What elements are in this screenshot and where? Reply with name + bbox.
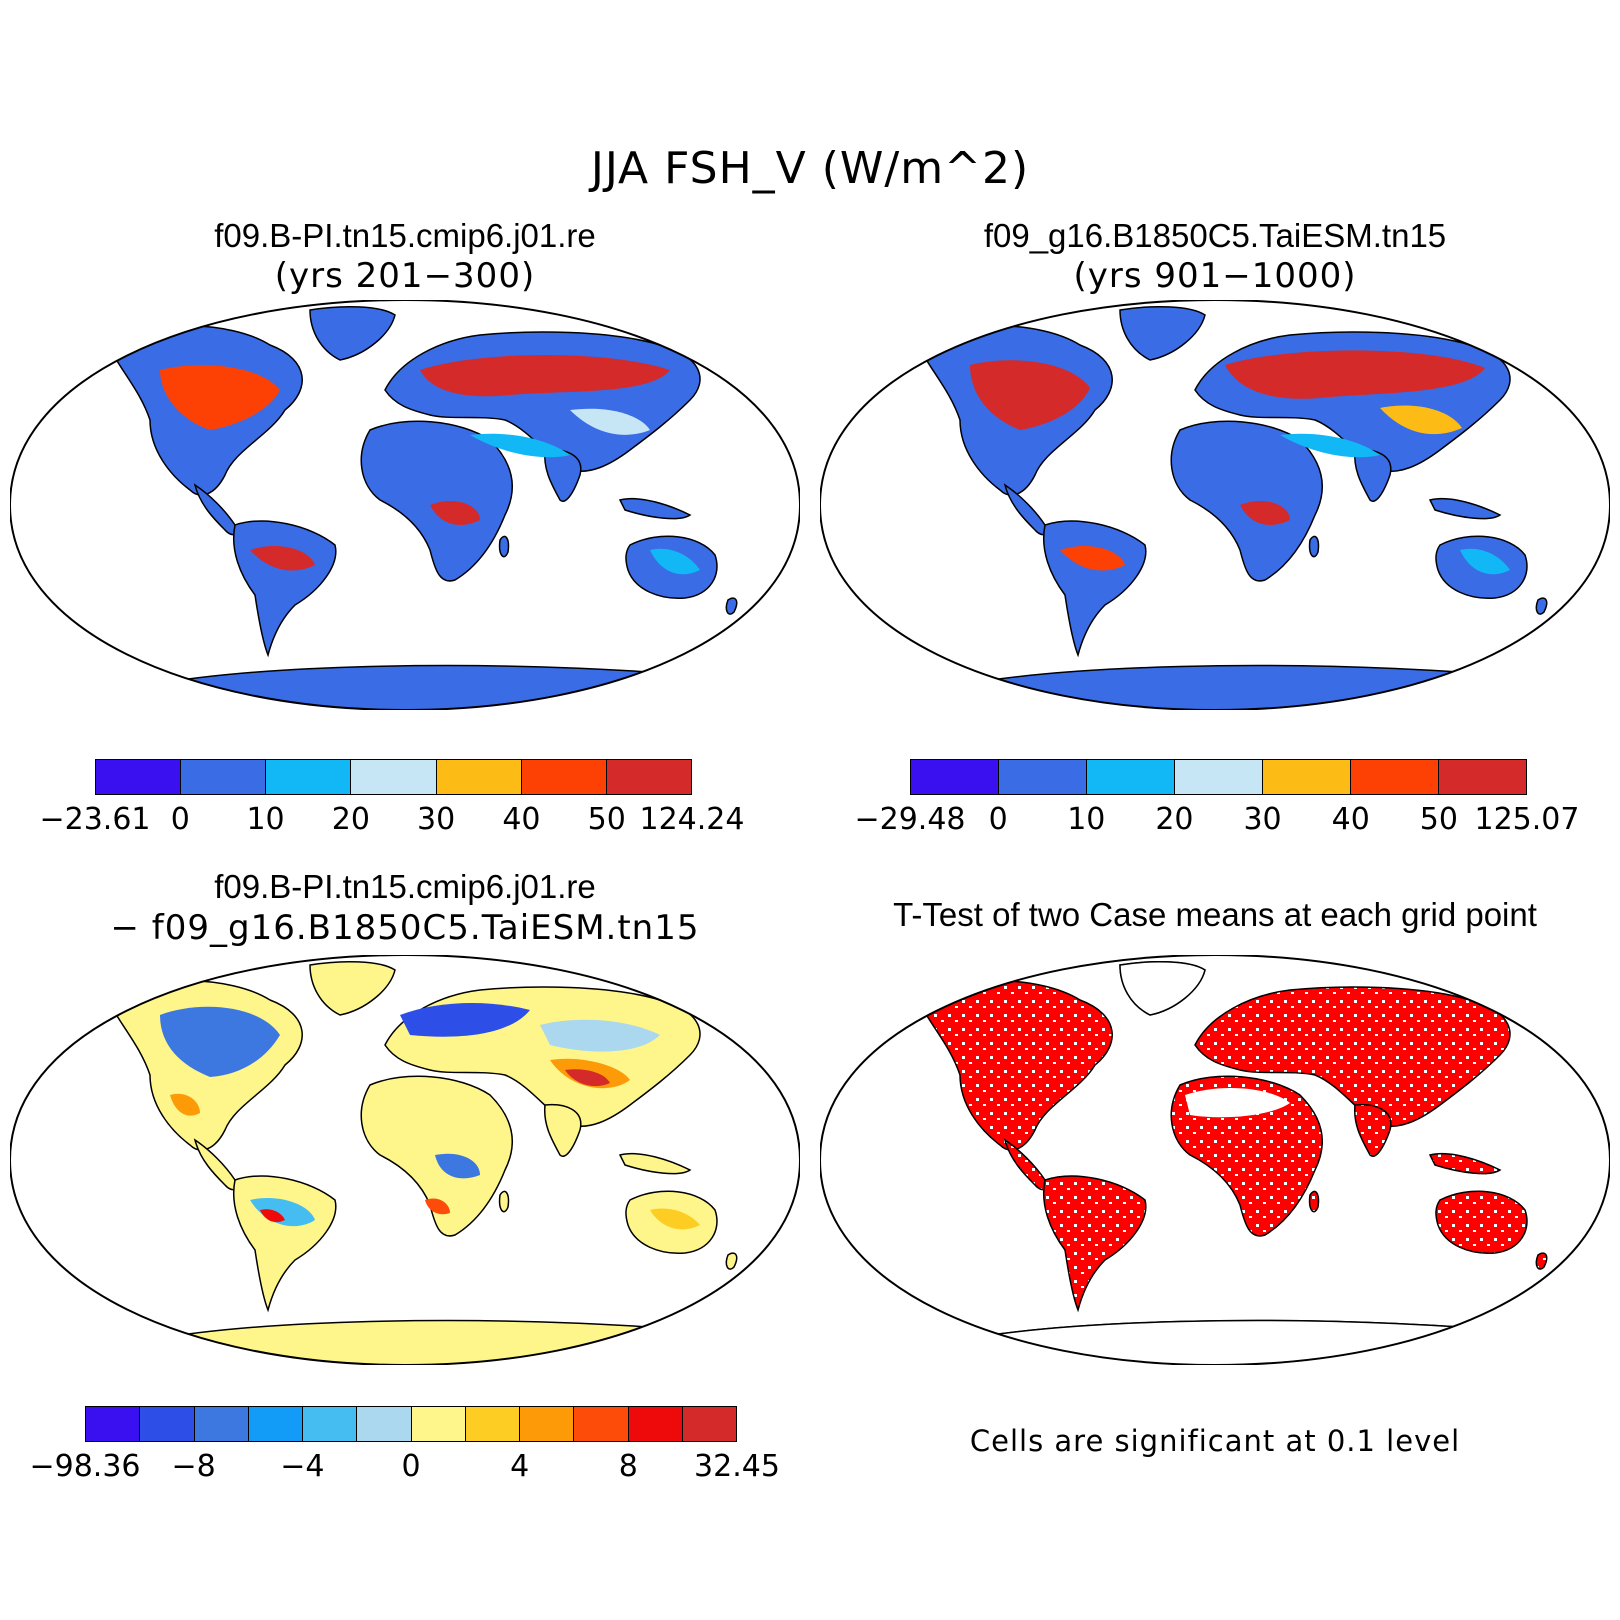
colorbar-cell (357, 1407, 412, 1441)
colorbar-cell (606, 760, 691, 794)
colorbar-labels-panel-3: −98.36 −8 −4 0 4 8 32.45 (29, 1449, 779, 1485)
colorbar-tick-label: 10 (246, 802, 285, 837)
panel3-subtitle: − f09_g16.B1850C5.TaiESM.tn15 (110, 908, 700, 948)
colorbar-cell (1263, 760, 1351, 794)
colorbar-labels-panel-1: −23.61 0 10 20 30 40 50 124.24 (39, 802, 744, 838)
colorbar-labels-panel-2: −29.48 0 10 20 30 40 50 125.07 (854, 802, 1579, 838)
colorbar-tick-label: 40 (1331, 802, 1370, 837)
colorbar-cell (411, 1407, 466, 1441)
colorbar-tick-label: −8 (171, 1449, 216, 1484)
colorbar-cell (1351, 760, 1439, 794)
colorbar-panel-3 (85, 1406, 737, 1442)
colorbar-tick-label: 40 (502, 802, 541, 837)
map-panel-4 (820, 955, 1610, 1365)
map-panel-2 (820, 300, 1610, 710)
colorbar-cell (1175, 760, 1263, 794)
colorbar-cell (521, 760, 607, 794)
colorbar-tick-label: 0 (988, 802, 1008, 837)
figure-title: JJA FSH_V (W/m^2) (590, 143, 1030, 194)
colorbar-cell (574, 1407, 629, 1441)
colorbar-tick-label: 50 (1419, 802, 1458, 837)
panel2-case-name: f09_g16.B1850C5.TaiESM.tn15 (983, 217, 1447, 254)
panel1-subtitle: (yrs 201−300) (274, 256, 536, 296)
colorbar-tick-label: −29.48 (854, 802, 966, 837)
colorbar-cell (1087, 760, 1175, 794)
colorbar-cell (520, 1407, 575, 1441)
panel2-subtitle: (yrs 901−1000) (1073, 256, 1357, 296)
colorbar-cell (999, 760, 1087, 794)
colorbar-tick-label: 20 (1155, 802, 1194, 837)
colorbar-panel-1 (95, 759, 692, 795)
colorbar-cell (628, 1407, 683, 1441)
colorbar-tick-label: 50 (587, 802, 626, 837)
significance-note: Cells are significant at 0.1 level (969, 1424, 1461, 1458)
colorbar-tick-label: 0 (401, 1449, 421, 1484)
colorbar-cell (436, 760, 522, 794)
colorbar-tick-label: 20 (331, 802, 370, 837)
colorbar-tick-label: 8 (618, 1449, 638, 1484)
colorbar-tick-label: 30 (417, 802, 456, 837)
panel1-case-name: f09.B-PI.tn15.cmip6.j01.re (214, 217, 596, 254)
colorbar-cell (248, 1407, 303, 1441)
colorbar-cell (266, 760, 352, 794)
map-panel-1 (10, 300, 800, 710)
panel4-title: T-Test of two Case means at each grid po… (893, 896, 1537, 933)
colorbar-cell (86, 1407, 141, 1441)
panel3-case-name: f09.B-PI.tn15.cmip6.j01.re (214, 868, 596, 905)
colorbar-cell (351, 760, 437, 794)
colorbar-cell (911, 760, 999, 794)
colorbar-tick-label: −98.36 (29, 1449, 141, 1484)
colorbar-tick-label: 32.45 (694, 1449, 780, 1484)
colorbar-cell (465, 1407, 520, 1441)
colorbar-cell (140, 1407, 195, 1441)
colorbar-tick-label: −4 (280, 1449, 325, 1484)
colorbar-tick-label: 10 (1067, 802, 1106, 837)
colorbar-tick-label: −23.61 (39, 802, 151, 837)
map-panel-3 (10, 955, 800, 1365)
colorbar-panel-2 (910, 759, 1527, 795)
colorbar-cell (96, 760, 182, 794)
colorbar-tick-label: 4 (510, 1449, 530, 1484)
colorbar-tick-label: 125.07 (1474, 802, 1580, 837)
colorbar-cell (682, 1407, 736, 1441)
colorbar-tick-label: 124.24 (639, 802, 745, 837)
colorbar-cell (181, 760, 267, 794)
colorbar-cell (303, 1407, 358, 1441)
colorbar-tick-label: 0 (170, 802, 190, 837)
colorbar-cell (1439, 760, 1526, 794)
colorbar-tick-label: 30 (1243, 802, 1282, 837)
colorbar-cell (194, 1407, 249, 1441)
